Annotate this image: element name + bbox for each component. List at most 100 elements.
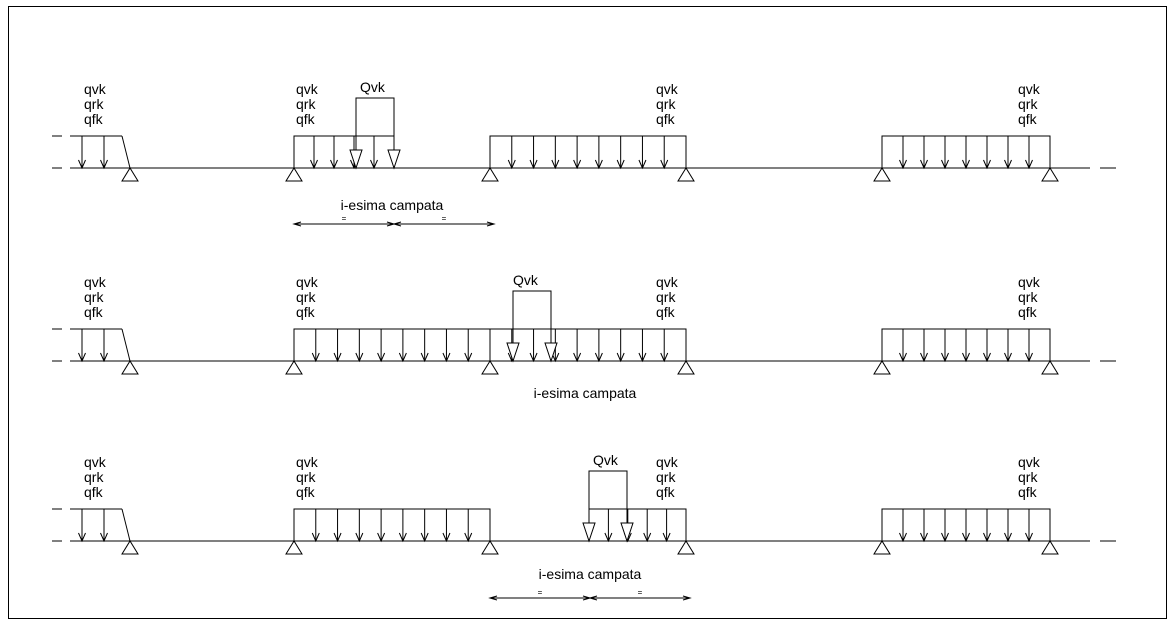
arrow-head	[1025, 352, 1033, 363]
load-arrow	[442, 509, 451, 543]
distributed-load	[881, 508, 1051, 543]
load-outline	[489, 135, 687, 168]
arrow-head	[100, 159, 108, 170]
arrow-head	[983, 159, 991, 170]
arrow-head	[1004, 159, 1012, 170]
load-arrow	[899, 509, 907, 543]
arrow-head	[100, 352, 108, 363]
label-qvk: qvk	[656, 274, 679, 290]
arrow-head	[1025, 159, 1033, 170]
load-arrow	[330, 136, 338, 170]
label-qfk: qfk	[296, 484, 316, 500]
arrow-head	[398, 532, 407, 543]
label-qfk: qfk	[84, 111, 104, 127]
load-arrow	[594, 136, 603, 170]
arrow-head	[920, 352, 928, 363]
equal-mark: =	[442, 214, 447, 223]
arrow-head	[920, 159, 928, 170]
label-qrk: qrk	[296, 96, 316, 112]
label-qrk: qrk	[1018, 289, 1038, 305]
dimension-tick	[486, 221, 496, 227]
pin-support	[285, 167, 303, 182]
load-arrow	[529, 329, 538, 363]
load-arrow	[638, 136, 647, 170]
load-arrow	[442, 329, 451, 363]
pin-support	[1041, 167, 1059, 182]
arrow-head	[464, 352, 473, 363]
load-arrow	[529, 136, 538, 170]
load-arrow	[78, 509, 86, 543]
span-dimension: = =	[488, 588, 692, 601]
row-2: qvkqrkqfkqvkqrkqfkqvkqrkqfkqvkqrkqfkQvki…	[52, 272, 1116, 401]
arrow-head	[660, 159, 669, 170]
load-arrow	[983, 136, 991, 170]
arrow-head	[398, 352, 407, 363]
label-qrk: qrk	[84, 96, 104, 112]
load-arrow	[100, 329, 108, 363]
label-qrk: qrk	[296, 469, 316, 485]
point-load-arrowhead	[349, 149, 363, 170]
load-arrow	[420, 329, 429, 363]
arrow-head	[573, 352, 582, 363]
label-qvk: qvk	[296, 274, 319, 290]
row-3: qvkqrkqfkqvkqrkqfkqvkqrkqfkqvkqrkqfkQvki…	[52, 452, 1116, 601]
arrow-head	[899, 532, 907, 543]
pin-support	[1041, 540, 1059, 555]
rows-layer: qvkqrkqfkqvkqrkqfkqvkqrkqfkqvkqrkqfkQvki…	[52, 79, 1116, 601]
distributed-load	[293, 508, 491, 543]
label-qrk: qrk	[296, 289, 316, 305]
load-arrow	[311, 329, 320, 363]
label-qfk: qfk	[296, 304, 316, 320]
load-arrow	[311, 509, 320, 543]
label-qvk: qvk	[656, 454, 679, 470]
label-qfk: qfk	[1018, 304, 1038, 320]
arrow-head	[355, 532, 364, 543]
load-arrow	[100, 509, 108, 543]
label-qvk: qvk	[1018, 81, 1041, 97]
arrow-head	[78, 532, 86, 543]
load-arrow	[1025, 136, 1033, 170]
pin-support	[285, 360, 303, 375]
dimension-tick	[488, 595, 498, 601]
span-dimension: = =	[292, 214, 496, 227]
arrow-head	[962, 532, 970, 543]
point-load-arrowhead	[387, 149, 401, 170]
load-arrow	[616, 136, 625, 170]
overhang-end	[121, 135, 131, 169]
load-arrow	[920, 136, 928, 170]
load-arrow	[662, 509, 671, 543]
load-arrow	[1025, 329, 1033, 363]
load-outline	[588, 508, 687, 541]
concentrated-load-qvk: Qvk	[506, 272, 558, 363]
arrow-head	[660, 352, 669, 363]
arrow-head	[377, 352, 386, 363]
load-arrow	[962, 136, 970, 170]
load-arrow	[899, 329, 907, 363]
arrow-head	[899, 159, 907, 170]
distributed-load	[489, 135, 687, 170]
load-arrow	[941, 136, 949, 170]
load-outline	[293, 135, 395, 168]
arrow-head	[78, 352, 86, 363]
load-outline	[489, 328, 687, 361]
arrow-head	[662, 532, 671, 543]
arrow-head	[311, 532, 320, 543]
label-qfk: qfk	[656, 111, 676, 127]
arrow-head	[442, 532, 451, 543]
label-qrk: qrk	[656, 96, 676, 112]
concentrated-load-qvk: Qvk	[582, 452, 634, 543]
arrow-head	[594, 159, 603, 170]
load-arrow	[1025, 509, 1033, 543]
arrow-head	[529, 159, 538, 170]
load-outline	[293, 508, 491, 541]
overhang-end	[121, 508, 131, 542]
point-load-arrowhead	[582, 522, 596, 543]
load-arrow	[660, 329, 669, 363]
arrow-head	[941, 159, 949, 170]
